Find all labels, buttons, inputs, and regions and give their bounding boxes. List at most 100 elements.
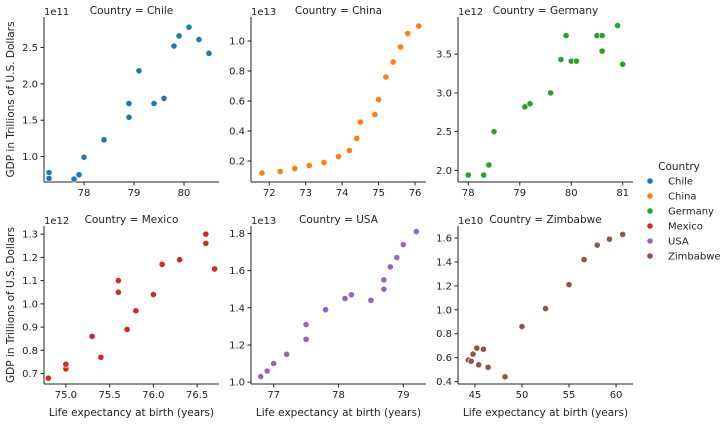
axis-offset-label: 1e13 (251, 7, 276, 18)
data-point-germany (480, 171, 488, 179)
data-point-china (258, 169, 266, 177)
y-tick-label: 0.8 (436, 329, 452, 340)
data-point-china (356, 118, 364, 126)
legend-label: Zimbabwe (668, 252, 721, 263)
y-tick-label: 3.5 (436, 50, 452, 61)
facet-panel-mexico: Country = Mexico 1e12 0.7 0.8 0.9 1.0 1.1 1.2 1.… (5, 214, 219, 419)
x-tick-label: 60 (610, 390, 623, 401)
y-tick-label: 0.9 (22, 323, 38, 334)
data-point-usa (302, 335, 310, 343)
data-point-china (353, 135, 361, 142)
data-point-usa (412, 228, 420, 235)
data-point-mexico (176, 256, 184, 264)
y-tick-label: 1.8 (229, 229, 245, 240)
facet-title: Country = USA (299, 214, 379, 226)
data-point-chile (150, 100, 158, 107)
data-point-china (320, 159, 328, 166)
legend-title: Country (658, 161, 700, 173)
data-point-germany (598, 47, 606, 55)
x-tick-label: 76.0 (142, 390, 164, 401)
data-point-china (389, 58, 397, 66)
data-point-usa (380, 285, 388, 293)
data-point-mexico (149, 291, 157, 298)
x-tick-label: 75.5 (98, 390, 120, 401)
axis-offset-label: 1e12 (44, 216, 69, 227)
y-tick-label: 1.0 (22, 152, 38, 163)
x-tick-label: 78 (332, 390, 345, 401)
facet-title: Country = Mexico (85, 214, 179, 226)
facet-panel-zimbabwe: Country = Zimbabwe 1e10 0.4 0.6 0.8 1.0 1.2 1.4… (436, 214, 633, 419)
axis-offset-label: 1e10 (458, 216, 483, 227)
data-point-zimbabwe (501, 373, 509, 381)
y-tick-label: 2.0 (436, 166, 452, 177)
y-tick-label: 0.6 (229, 97, 245, 108)
data-point-zimbabwe (475, 361, 483, 369)
data-point-zimbabwe (542, 305, 549, 312)
data-point-mexico (114, 277, 122, 285)
y-tick-label: 1.3 (22, 230, 38, 241)
data-point-chile (175, 32, 183, 40)
data-point-zimbabwe (580, 256, 588, 263)
data-point-germany (490, 128, 498, 136)
data-point-chile (185, 23, 193, 31)
x-tick-label: 75 (372, 188, 385, 199)
facet-title: Country = Zimbabwe (489, 214, 601, 226)
facet-title: Country = Chile (90, 5, 173, 17)
y-tick-label: 0.4 (436, 377, 452, 388)
data-point-zimbabwe (606, 235, 613, 243)
data-point-germany (547, 89, 555, 97)
data-point-zimbabwe (473, 344, 481, 352)
data-point-usa (322, 306, 329, 314)
data-point-chile (70, 175, 78, 183)
data-point-china (382, 73, 390, 81)
data-point-mexico (202, 240, 210, 247)
legend-marker (646, 207, 654, 215)
data-point-mexico (62, 360, 70, 368)
data-point-usa (367, 296, 375, 304)
data-point-chile (125, 100, 133, 107)
x-axis-label: Life expectancy at birth (years) (256, 407, 421, 419)
axis-offset-label: 1e13 (251, 216, 276, 227)
data-point-usa (399, 241, 407, 248)
y-tick-label: 2.5 (436, 127, 452, 138)
legend-marker (646, 222, 654, 230)
facet-panel-germany: Country = Germany 1e12 2.0 2.5 3.0 3.5 78 79 80 8… (436, 5, 633, 199)
data-point-zimbabwe (484, 363, 492, 371)
data-point-usa (302, 321, 310, 328)
data-point-usa (270, 360, 278, 367)
y-tick-label: 1.6 (229, 266, 245, 277)
data-point-zimbabwe (619, 230, 627, 238)
x-tick-label: 79 (128, 188, 141, 199)
data-point-china (397, 43, 404, 51)
data-point-usa (283, 350, 291, 358)
y-axis-label: GDP in Trillions of U.S. Dollars (5, 22, 17, 178)
data-point-mexico (44, 374, 52, 382)
y-tick-label: 1.2 (229, 340, 245, 351)
data-point-china (375, 96, 383, 103)
data-point-mexico (202, 230, 210, 238)
data-point-usa (263, 367, 271, 375)
x-tick-label: 81 (616, 188, 629, 199)
data-point-chile (75, 171, 83, 179)
data-point-germany (619, 60, 627, 68)
y-tick-label: 0.4 (229, 127, 245, 138)
data-point-china (415, 22, 423, 30)
data-point-germany (485, 161, 493, 169)
data-point-chile (135, 67, 143, 75)
legend-marker (646, 252, 654, 260)
data-point-usa (257, 373, 265, 380)
data-point-germany (598, 32, 606, 39)
x-tick-label: 55 (563, 390, 576, 401)
y-tick-label: 1.0 (436, 305, 452, 316)
x-tick-label: 76 (409, 188, 422, 199)
data-point-chile (45, 169, 53, 176)
data-point-zimbabwe (467, 357, 475, 365)
data-point-mexico (88, 332, 96, 340)
legend-label: USA (668, 237, 689, 248)
data-point-zimbabwe (565, 281, 573, 289)
legend-label: Mexico (668, 222, 703, 233)
y-tick-label: 0.8 (229, 67, 245, 78)
x-axis-label: Life expectancy at birth (years) (463, 407, 628, 419)
data-point-china (346, 147, 353, 154)
